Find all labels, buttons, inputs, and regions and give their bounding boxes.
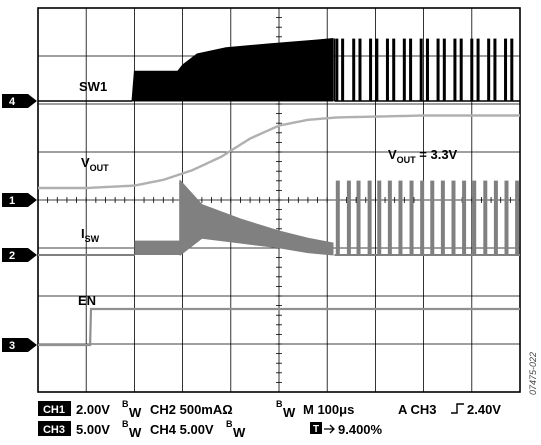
ch1-box-label: CH1	[43, 404, 65, 416]
isw-label-main: I	[81, 226, 85, 241]
sw1-trace-pulse	[459, 38, 463, 101]
sw1-trace-pulse	[402, 38, 406, 101]
isw-trace-pulse	[356, 180, 361, 255]
isw-trace-pulse	[367, 180, 372, 255]
trigger-position-box-label: T	[313, 424, 319, 435]
bw3-b: B	[122, 419, 129, 429]
sw1-trace-pulse	[352, 38, 356, 101]
trigger-source: A CH3	[398, 402, 437, 417]
sw1-trace-pulse	[425, 38, 429, 101]
bw4-b: B	[226, 419, 233, 429]
isw-trace-pulse	[483, 180, 488, 255]
bw3-w: W	[129, 425, 142, 440]
vout-annotation: VOUT = 3.3V	[388, 147, 458, 165]
trigger-position-box	[310, 422, 322, 434]
sw1-label: SW1	[79, 79, 107, 94]
en-trace	[38, 307, 520, 347]
vout-label-main: V	[81, 155, 90, 170]
bw1-w: W	[129, 405, 142, 420]
vout-annotation-rest: = 3.3V	[416, 147, 458, 162]
sw1-trace-pulse	[419, 38, 423, 101]
isw-trace-pulse	[472, 180, 477, 255]
isw-trace-ripple-band	[134, 240, 181, 255]
channel-marker-ch3	[2, 338, 37, 352]
vout-label: VOUT	[81, 155, 109, 173]
trigger-arrow-icon	[324, 424, 335, 434]
vout-label-sub: OUT	[90, 163, 110, 173]
ch3-scale: 5.00V	[76, 422, 110, 437]
settings-line-1: CH1 2.00V B W CH2 500mAΩ B W M 100μs A C…	[38, 399, 501, 420]
bw2-w: W	[283, 405, 296, 420]
sw1-trace-pulse	[470, 38, 474, 101]
trigger-level: 2.40V	[467, 402, 501, 417]
sw1-trace-switching-band	[131, 38, 334, 102]
sw1-trace-pulse	[453, 38, 457, 101]
sw1-trace-pulse	[409, 38, 413, 101]
isw-trace-pulse	[377, 180, 382, 255]
isw-trace-pulse	[462, 180, 467, 255]
channel-markers: 4 1 2 3	[2, 94, 37, 352]
en-label: EN	[78, 293, 96, 308]
rising-edge-icon	[451, 403, 464, 414]
isw-trace-pulse	[346, 180, 351, 255]
sw1-trace-pulse	[385, 38, 389, 101]
sw1-trace-pulse	[510, 38, 514, 101]
settings-line-2: CH3 5.00V B W CH4 5.00V B W T 9.400%	[38, 419, 383, 440]
channel-marker-ch4	[2, 94, 37, 108]
bw1-b: B	[122, 399, 129, 409]
channel-marker-ch1	[2, 193, 37, 207]
channel-marker-label-ch2: 2	[9, 250, 15, 262]
ch4-scale: CH4 5.00V	[150, 422, 214, 437]
isw-trace-pulse	[440, 180, 445, 255]
sw1-trace-pulse	[335, 38, 339, 101]
vout-trace	[38, 114, 520, 190]
isw-trace-pulse	[335, 180, 340, 255]
isw-label: ISW	[81, 226, 100, 244]
isw-trace-pulse	[451, 180, 456, 255]
isw-trace-pulse	[398, 180, 403, 255]
sw1-trace-pulse	[375, 38, 379, 101]
sw1-trace-pulse	[341, 38, 345, 101]
sw1-trace-pulse	[487, 38, 491, 101]
channel-marker-label-ch3: 3	[9, 340, 15, 352]
sw1-trace-pulse	[476, 38, 480, 101]
isw-trace-pulse	[504, 180, 509, 255]
isw-trace-inrush-band	[179, 179, 334, 257]
isw-trace-pulse	[515, 180, 520, 255]
sw1-trace-pulse	[358, 38, 362, 101]
timebase: M 100μs	[303, 402, 354, 417]
ch1-scale: 2.00V	[76, 402, 110, 417]
isw-trace-pulse	[420, 180, 425, 255]
isw-label-sub: SW	[85, 234, 100, 244]
isw-trace-pulse	[493, 180, 498, 255]
bw4-w: W	[233, 425, 246, 440]
sw1-trace-pulse	[392, 38, 396, 101]
sw1-trace-pulse	[493, 38, 497, 101]
vout-annotation-sub: OUT	[397, 155, 417, 165]
ch2-scale: CH2 500mAΩ	[150, 402, 233, 417]
sw1-trace-pulse	[442, 38, 446, 101]
vout-annotation-main: V	[388, 147, 397, 162]
ch3-box-label: CH3	[43, 424, 65, 436]
ch3-box	[38, 421, 71, 436]
channel-marker-ch2	[2, 248, 37, 262]
bw2-b: B	[276, 399, 283, 409]
isw-trace-pulse	[430, 180, 435, 255]
ch1-box	[38, 401, 71, 416]
trigger-position: 9.400%	[338, 422, 383, 437]
sw1-trace-pulse	[504, 38, 508, 101]
sw1-trace-pulse	[369, 38, 373, 101]
sw1-trace-pulse	[436, 38, 440, 101]
channel-marker-label-ch4: 4	[9, 96, 16, 108]
figure-id: 07475-022	[528, 352, 538, 395]
channel-marker-label-ch1: 1	[9, 195, 15, 207]
isw-trace-pulse	[387, 180, 392, 255]
isw-trace-pulse	[409, 180, 414, 255]
traces	[38, 38, 520, 347]
